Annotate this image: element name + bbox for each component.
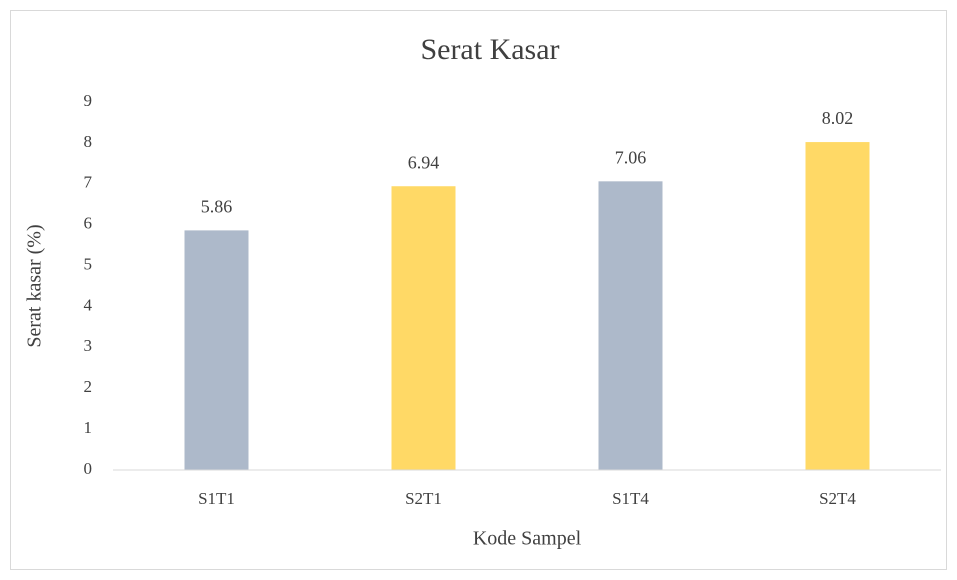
y-tick-label: 1 bbox=[84, 418, 93, 437]
x-tick-label: S1T4 bbox=[612, 489, 649, 508]
chart-title: Serat Kasar bbox=[420, 33, 559, 66]
y-tick-label: 6 bbox=[84, 214, 93, 233]
y-tick-label: 9 bbox=[84, 91, 93, 110]
data-label: 5.86 bbox=[201, 197, 233, 217]
y-tick-label: 3 bbox=[84, 336, 93, 355]
y-tick-label: 7 bbox=[84, 173, 93, 192]
x-tick-label: S2T1 bbox=[405, 489, 442, 508]
data-label: 8.02 bbox=[822, 108, 854, 128]
bar bbox=[184, 230, 249, 470]
data-label: 6.94 bbox=[408, 152, 440, 172]
y-tick-label: 8 bbox=[84, 132, 93, 151]
y-tick-label: 2 bbox=[84, 377, 93, 396]
y-tick-label: 5 bbox=[84, 254, 93, 273]
y-tick-label: 0 bbox=[84, 459, 93, 478]
x-tick-label: S1T1 bbox=[198, 489, 235, 508]
data-label: 7.06 bbox=[615, 147, 647, 167]
y-axis-title: Serat kasar (%) bbox=[24, 224, 46, 347]
x-tick-label: S2T4 bbox=[819, 489, 856, 508]
chart-border bbox=[10, 10, 947, 570]
y-tick-label: 4 bbox=[84, 295, 93, 314]
bar bbox=[805, 142, 870, 470]
bar bbox=[598, 181, 663, 470]
bar bbox=[391, 186, 456, 470]
x-axis-title: Kode Sampel bbox=[473, 528, 582, 550]
